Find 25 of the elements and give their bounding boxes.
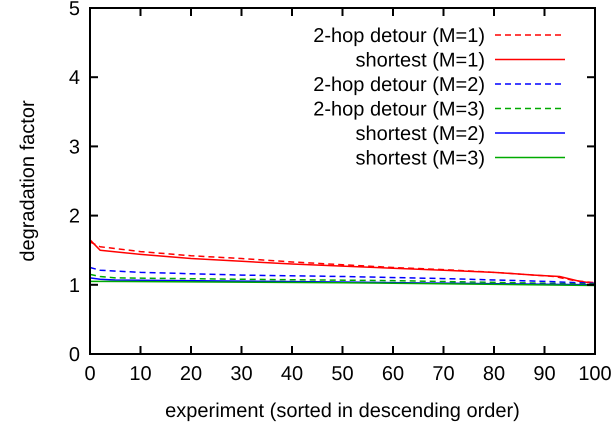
x-tick-label: 70 bbox=[432, 363, 455, 385]
x-tick-label: 80 bbox=[482, 363, 506, 385]
legend-label: shortest (M=3) bbox=[356, 148, 485, 170]
y-tick-label: 4 bbox=[68, 67, 80, 90]
x-tick-label: 100 bbox=[578, 363, 612, 385]
x-axis-title: experiment (sorted in descending order) bbox=[165, 400, 520, 422]
y-tick-label: 1 bbox=[68, 274, 80, 297]
y-axis-title: degradation factor bbox=[17, 100, 39, 262]
x-tick-label: 20 bbox=[180, 363, 202, 385]
x-tick-label: 40 bbox=[280, 363, 304, 385]
legend-label: 2-hop detour (M=2) bbox=[313, 74, 485, 96]
x-tick-label: 50 bbox=[331, 363, 354, 385]
x-tick-label: 0 bbox=[84, 363, 96, 385]
y-tick-label: 2 bbox=[68, 206, 80, 228]
y-tick-label: 3 bbox=[68, 136, 80, 158]
x-tick-label: 90 bbox=[533, 363, 556, 385]
x-tick-label: 30 bbox=[230, 363, 253, 385]
y-tick-label: 0 bbox=[68, 344, 80, 366]
x-tick-label: 60 bbox=[382, 363, 404, 385]
legend-label: shortest (M=1) bbox=[356, 50, 485, 72]
legend-label: 2-hop detour (M=3) bbox=[313, 98, 485, 120]
legend-label: shortest (M=2) bbox=[356, 123, 485, 145]
legend-label: 2-hop detour (M=1) bbox=[313, 25, 485, 47]
x-tick-label: 10 bbox=[129, 363, 152, 385]
y-tick-label: 5 bbox=[68, 0, 80, 20]
